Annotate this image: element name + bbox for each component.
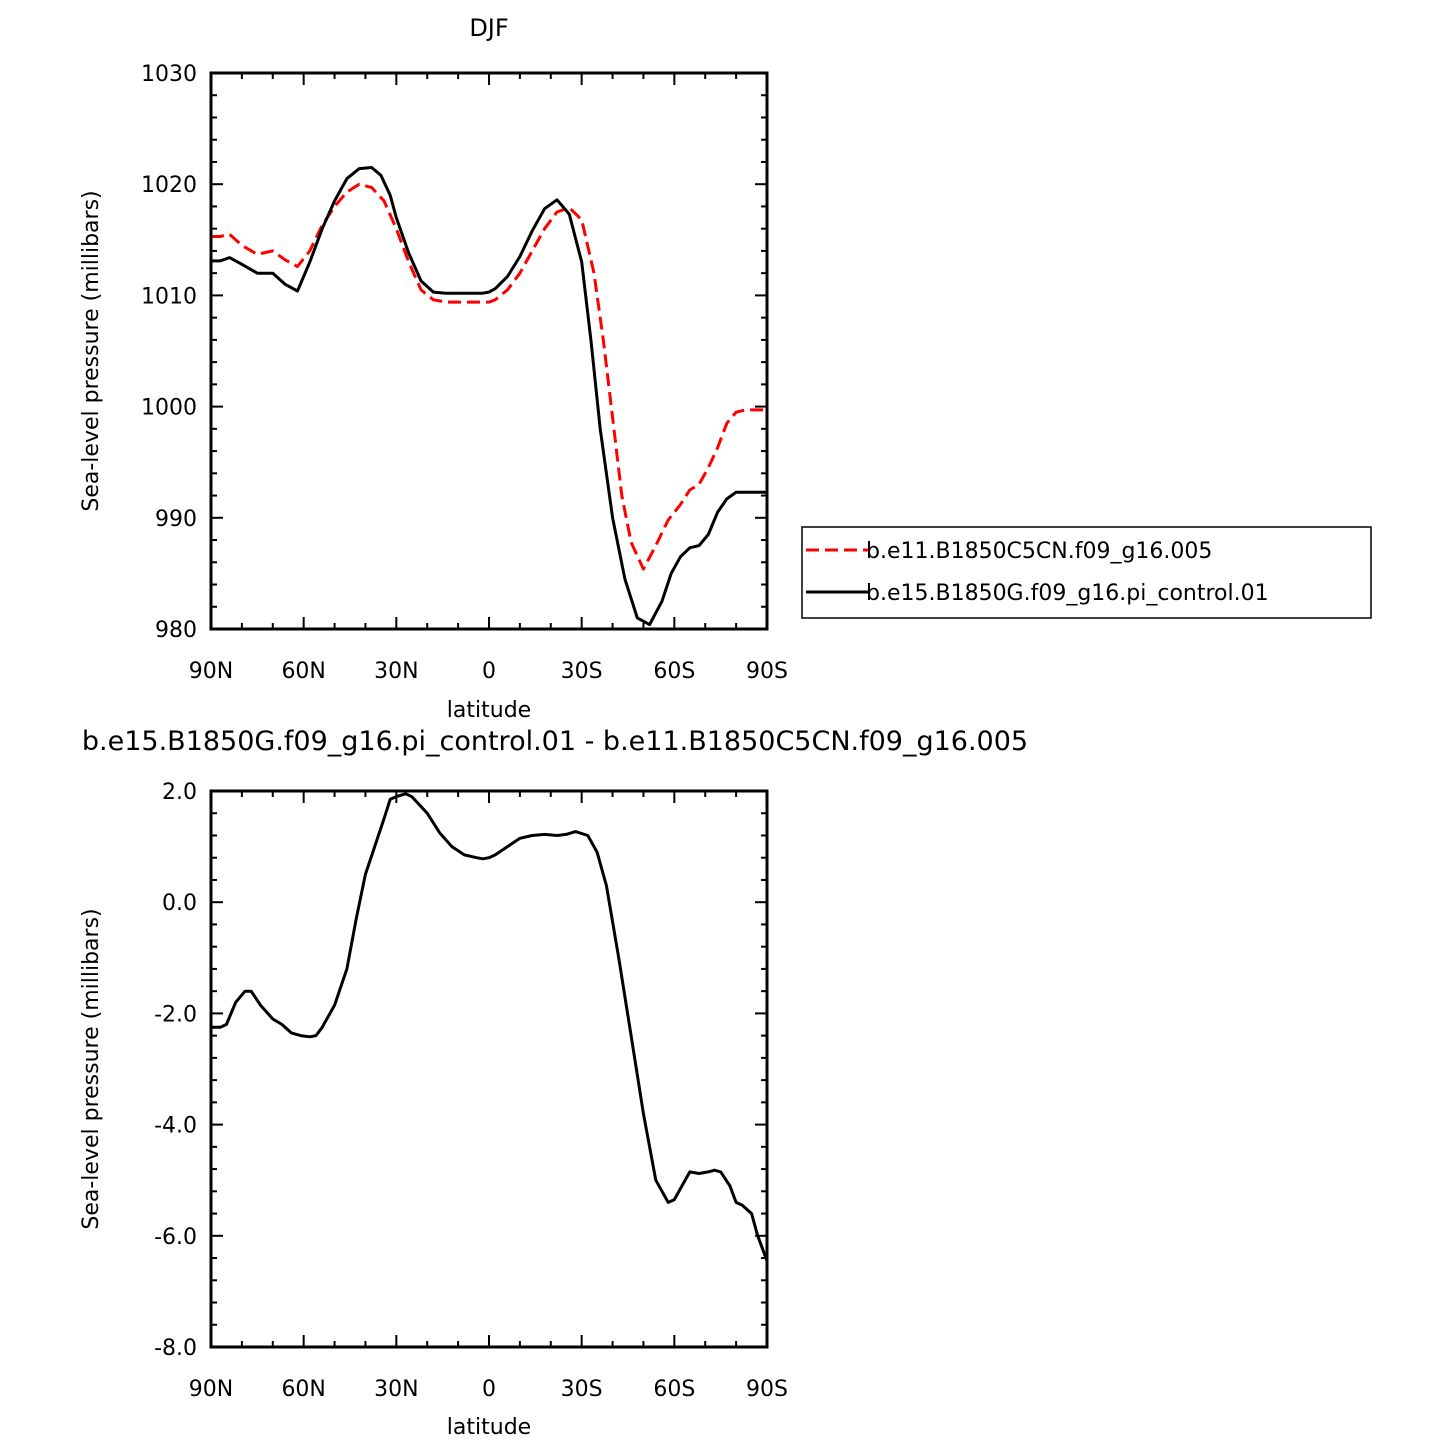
legend-label-1: b.e15.B1850G.f09_g16.pi_control.01 [866, 581, 1269, 606]
x-tick-label: 30N [374, 659, 418, 684]
y-tick-label: 2.0 [162, 780, 197, 805]
y-tick-label: -8.0 [154, 1336, 197, 1361]
y-axis-label: Sea-level pressure (millibars) [79, 190, 104, 511]
y-tick-label: 980 [155, 618, 197, 643]
bottom-panel-difference: b.e15.B1850G.f09_g16.pi_control.01 - b.e… [79, 726, 1028, 1440]
legend-box [801, 526, 1372, 619]
x-tick-label: 90S [746, 659, 788, 684]
x-tick-label: 60N [281, 1377, 325, 1402]
y-axis-label: Sea-level pressure (millibars) [79, 908, 104, 1229]
y-tick-label: -4.0 [154, 1114, 197, 1139]
x-tick-label: 30N [374, 1377, 418, 1402]
x-tick-label: 90N [189, 1377, 233, 1402]
series-line-1 [211, 166, 767, 627]
x-tick-label: 30S [561, 659, 603, 684]
x-tick-label: 60N [281, 659, 325, 684]
x-tick-label: 90S [746, 1377, 788, 1402]
legend-label-0: b.e11.B1850C5CN.f09_g16.005 [866, 539, 1212, 564]
x-tick-label: 60S [653, 659, 695, 684]
top-panel-djf: DJF 980 990 1000 1010 1020 1030 90N 60N 30N 0 30S 60… [79, 14, 788, 723]
y-tick-label: 1020 [141, 173, 197, 198]
y-tick-label: 990 [155, 507, 197, 532]
y-tick-label: -6.0 [154, 1225, 197, 1250]
chart-title: DJF [469, 14, 508, 42]
x-tick-label: 60S [653, 1377, 695, 1402]
legend: b.e11.B1850C5CN.f09_g16.005 b.e15.B1850G.… [801, 526, 1372, 619]
y-tick-label: 1030 [141, 62, 197, 87]
x-tick-label: 0 [482, 1377, 496, 1402]
y-tick-label: 0.0 [162, 891, 197, 916]
x-axis-label: latitude [447, 698, 531, 723]
x-tick-label: 30S [561, 1377, 603, 1402]
x-tick-label: 0 [482, 659, 496, 684]
series-line-0 [211, 792, 767, 1262]
y-tick-label: 1010 [141, 284, 197, 309]
series-line-0 [211, 182, 767, 571]
y-tick-label: -2.0 [154, 1002, 197, 1027]
x-tick-label: 90N [189, 659, 233, 684]
x-axis-label: latitude [447, 1415, 531, 1440]
y-tick-label: 1000 [141, 396, 197, 421]
plot-frame [209, 71, 769, 631]
plot-frame [209, 789, 769, 1349]
chart-title: b.e15.B1850G.f09_g16.pi_control.01 - b.e… [82, 726, 1028, 757]
